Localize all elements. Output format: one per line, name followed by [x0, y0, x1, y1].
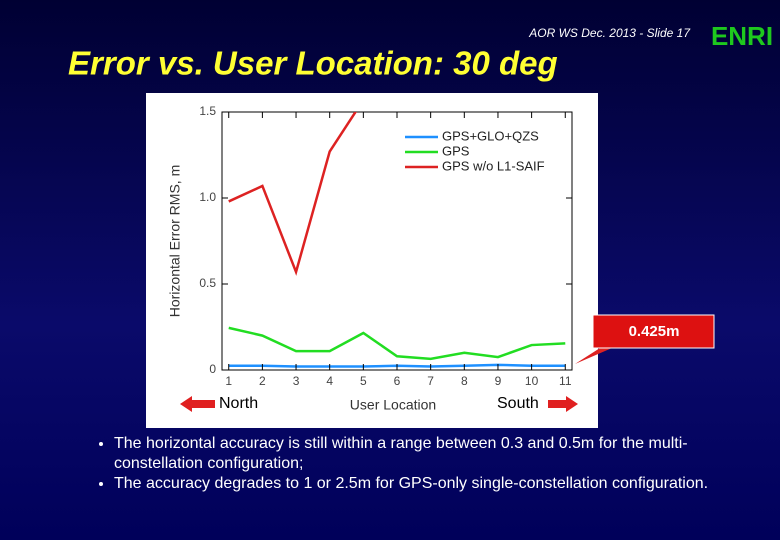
bullet-list: The horizontal accuracy is still within …	[92, 434, 734, 494]
annotation: 0.425m	[629, 323, 680, 340]
series-line	[228, 112, 357, 276]
legend-label: GPS+GLO+QZS	[442, 128, 539, 143]
south-label: South	[497, 395, 539, 412]
x-tick-label: 4	[326, 374, 333, 388]
x-tick-label: 3	[293, 374, 300, 388]
legend-label: GPS	[442, 143, 470, 158]
x-tick-label: 1	[225, 374, 232, 388]
x-tick-label: 11	[559, 374, 572, 388]
header: AOR WS Dec. 2013 - Slide 17	[528, 26, 691, 40]
x-tick-label: 9	[495, 374, 502, 388]
south-arrow	[548, 396, 578, 412]
x-tick-label: 7	[427, 374, 434, 388]
x-tick-label: 8	[461, 374, 468, 388]
annotation-arrow	[575, 348, 612, 364]
title: Error vs. User Location: 30 deg	[68, 45, 558, 82]
y-tick-label: 0.5	[199, 276, 216, 290]
chart-panel	[146, 93, 598, 428]
y-tick-label: 1.0	[199, 190, 216, 204]
legend-label: GPS w/o L1-SAIF	[442, 158, 545, 173]
y-tick-label: 1.5	[199, 104, 216, 118]
x-tick-label: 5	[360, 374, 367, 388]
x-tick-label: 10	[525, 374, 539, 388]
series-line	[228, 326, 566, 361]
annotation-box	[592, 314, 715, 349]
bullet: The accuracy degrades to 1 or 2.5m for G…	[114, 474, 734, 494]
x-tick-label: 2	[259, 374, 266, 388]
north-arrow	[180, 396, 215, 412]
x-axis-label: User Location	[350, 397, 436, 413]
x-tick-label: 6	[394, 374, 401, 388]
y-axis-label: Horizontal Error RMS, m	[167, 165, 183, 317]
logo: ENRI	[711, 21, 773, 51]
north-label: North	[219, 395, 258, 412]
y-tick-label: 0	[209, 362, 216, 376]
bullet: The horizontal accuracy is still within …	[114, 434, 734, 474]
